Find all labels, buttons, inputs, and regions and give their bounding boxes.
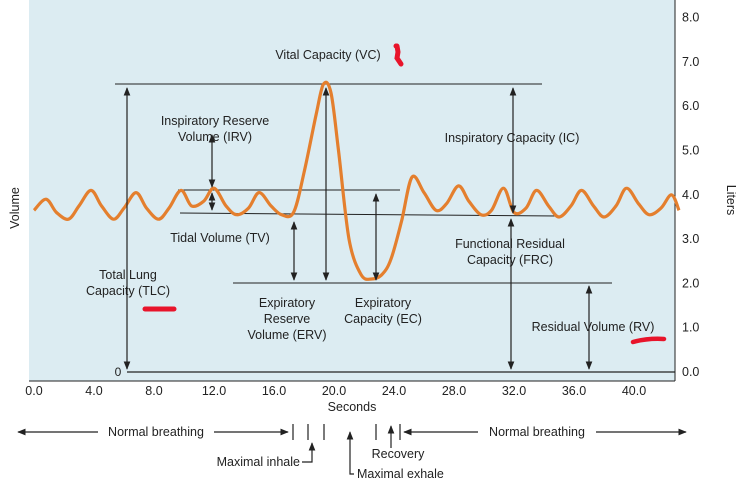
y-tick-label: 2.0 xyxy=(682,276,699,290)
x-tick-label: 8.0 xyxy=(145,384,162,398)
exhale-pointer xyxy=(346,431,354,475)
ec-label-line1: Expiratory xyxy=(355,296,412,310)
y-axis-label-left: Volume xyxy=(8,187,22,229)
irv-label-line2: Volume (IRV) xyxy=(178,130,252,144)
erv-label-line1: Expiratory xyxy=(259,296,316,310)
maximal-exhale-label: Maximal exhale xyxy=(357,467,444,481)
normal-breathing-right-label: Normal breathing xyxy=(489,425,585,439)
ec-label-line2: Capacity (EC) xyxy=(344,312,422,326)
ic-label: Inspiratory Capacity (IC) xyxy=(445,131,580,145)
y-axis-label-right: Liters xyxy=(724,185,736,216)
rv-underline xyxy=(630,336,667,345)
erv-label-line3: Volume (ERV) xyxy=(248,328,327,342)
y-tick-label: 0.0 xyxy=(682,365,699,379)
phase-timeline xyxy=(17,424,687,475)
annotation-labels: Vital Capacity (VC) Inspiratory Reserve … xyxy=(86,48,654,342)
phase-labels: Normal breathing Normal breathing Maxima… xyxy=(108,425,585,481)
x-tick-label: 24.0 xyxy=(382,384,406,398)
measurement-arrows xyxy=(123,87,593,370)
y-axis-ticks: 0.0 1.0 2.0 3.0 4.0 5.0 6.0 7.0 8.0 xyxy=(682,11,699,379)
frc-label-line1: Functional Residual xyxy=(455,237,565,251)
y-tick-label: 7.0 xyxy=(682,55,699,69)
x-axis-ticks: 0.0 4.0 8.0 12.0 16.0 20.0 24.0 28.0 32.0 36.0 40.… xyxy=(25,384,646,398)
volume-curve xyxy=(32,80,681,281)
y-tick-label: 8.0 xyxy=(682,11,699,25)
y-tick-label: 5.0 xyxy=(682,144,699,158)
y-tick-label: 6.0 xyxy=(682,99,699,113)
x-tick-label: 40.0 xyxy=(622,384,646,398)
tlc-label-line2: Capacity (TLC) xyxy=(86,284,170,298)
y-tick-label: 1.0 xyxy=(682,321,699,335)
red-highlights xyxy=(142,43,667,345)
x-axis-label: Seconds xyxy=(328,400,377,414)
x-tick-label: 0.0 xyxy=(25,384,42,398)
x-tick-label: 20.0 xyxy=(322,384,346,398)
right-axis-strip xyxy=(675,0,736,381)
tlc-label-line1: Total Lung xyxy=(99,268,157,282)
vc-highlight-dot xyxy=(393,43,399,49)
x-tick-label: 36.0 xyxy=(562,384,586,398)
frc-label-line2: Capacity (FRC) xyxy=(467,253,553,267)
x-tick-label: 12.0 xyxy=(202,384,226,398)
inhale-pointer xyxy=(302,442,316,463)
x-tick-label: 32.0 xyxy=(502,384,526,398)
rv-label: Residual Volume (RV) xyxy=(532,320,655,334)
normal-breathing-left-label: Normal breathing xyxy=(108,425,204,439)
tv-label: Tidal Volume (TV) xyxy=(170,231,270,245)
erv-label-line2: Reserve xyxy=(264,312,311,326)
y-tick-label: 3.0 xyxy=(682,232,699,246)
y-tick-label: 4.0 xyxy=(682,188,699,202)
x-tick-label: 16.0 xyxy=(262,384,286,398)
irv-label-line1: Inspiratory Reserve xyxy=(161,114,269,128)
left-zero-label: 0 xyxy=(115,365,122,379)
x-tick-label: 4.0 xyxy=(85,384,102,398)
x-tick-label: 28.0 xyxy=(442,384,466,398)
vc-highlight-mark xyxy=(394,43,404,67)
recovery-label: Recovery xyxy=(372,447,426,461)
vc-label: Vital Capacity (VC) xyxy=(275,48,380,62)
maximal-inhale-label: Maximal inhale xyxy=(217,455,300,469)
